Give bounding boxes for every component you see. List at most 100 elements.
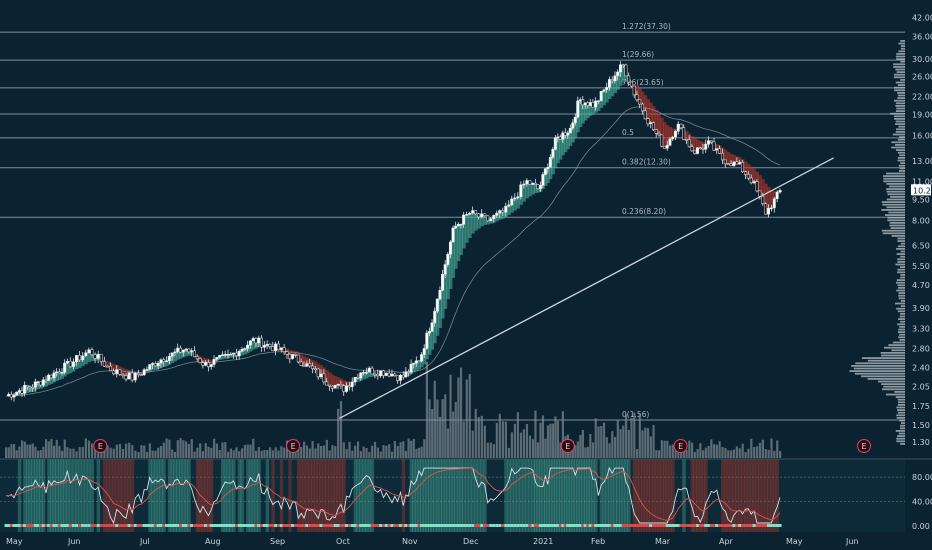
volume-bar xyxy=(314,448,317,458)
indicator-dot xyxy=(764,524,768,527)
earnings-marker[interactable]: E xyxy=(857,439,871,453)
volume-bar xyxy=(715,444,718,458)
candle-body xyxy=(198,358,202,363)
trendline[interactable] xyxy=(338,157,834,419)
indicator-dot xyxy=(412,524,416,527)
indicator-highlight xyxy=(605,459,609,532)
trend-band xyxy=(176,348,180,360)
candle-body xyxy=(325,381,329,386)
candle-body xyxy=(121,374,125,376)
volume-bar xyxy=(561,411,565,458)
earnings-marker[interactable]: E xyxy=(560,439,575,453)
volume-bar xyxy=(371,445,374,458)
indicator-highlight xyxy=(49,459,54,532)
volume-bar xyxy=(486,442,489,458)
candle-body xyxy=(15,391,19,396)
indicator-dot xyxy=(204,524,208,527)
candle-body xyxy=(218,355,222,358)
indicator-dot xyxy=(370,524,374,527)
earnings-marker[interactable]: E xyxy=(673,439,688,453)
volume-bar xyxy=(724,447,727,458)
indicator-highlight xyxy=(336,459,341,532)
price-tick-label: 42.00 xyxy=(912,14,932,23)
volume-bar xyxy=(594,418,597,458)
indicator-dot xyxy=(441,524,445,527)
indicator-dot xyxy=(548,524,552,527)
profile-bar xyxy=(895,131,905,133)
candle-body xyxy=(430,322,434,332)
profile-bar xyxy=(900,313,905,315)
profile-bar xyxy=(896,58,905,60)
candle-body xyxy=(726,163,730,166)
volume-bar xyxy=(134,450,137,458)
candle-body xyxy=(654,129,658,134)
candle-body xyxy=(546,167,550,169)
indicator-dot xyxy=(778,524,782,527)
volume-bar xyxy=(707,445,710,458)
trend-band xyxy=(489,218,493,224)
indicator-dot xyxy=(93,524,97,527)
candle-body xyxy=(446,253,450,265)
indicator-dot xyxy=(462,524,466,527)
indicator-dot xyxy=(726,524,730,527)
indicator-dot xyxy=(345,524,349,527)
indicator-dot xyxy=(254,524,258,527)
candle-body xyxy=(99,353,103,362)
profile-bar xyxy=(897,261,905,263)
earnings-marker[interactable]: E xyxy=(93,439,108,453)
candle-body xyxy=(382,370,385,376)
indicator-highlight xyxy=(571,459,575,532)
volume-bar xyxy=(52,445,56,458)
profile-bar xyxy=(900,47,905,50)
indicator-dot xyxy=(746,524,750,527)
volume-bar xyxy=(159,445,163,458)
candle-body xyxy=(471,210,475,214)
candle-body xyxy=(57,371,61,374)
indicator-dot xyxy=(55,524,59,527)
indicator-dot xyxy=(610,524,614,527)
indicator-dot xyxy=(274,524,278,527)
candle-body xyxy=(127,372,131,380)
candle-body xyxy=(345,385,349,392)
profile-bar xyxy=(900,40,905,42)
indicator-dot xyxy=(279,524,283,527)
trend-band xyxy=(533,184,538,194)
candle-body xyxy=(480,213,484,218)
time-axis[interactable]: May Jun Jul Aug Sep Oct Nov Dec 2021 Feb Mar Apr May… xyxy=(6,537,859,546)
indicator-highlight xyxy=(342,459,346,532)
candle-body xyxy=(576,100,580,118)
trend-band xyxy=(459,224,463,256)
candle-body xyxy=(145,369,149,371)
candle-body xyxy=(373,373,377,376)
price-tick-label: 2.40 xyxy=(912,363,930,372)
trend-band xyxy=(586,105,590,119)
indicator-highlight xyxy=(468,459,472,532)
trend-band xyxy=(698,140,703,150)
indicator-dot xyxy=(673,524,677,527)
earnings-marker[interactable]: E xyxy=(286,439,301,453)
trend-band xyxy=(370,373,375,377)
indicator-highlight xyxy=(594,459,598,532)
indicator-highlight xyxy=(654,459,659,532)
indicator-dot xyxy=(576,524,580,527)
candle-body xyxy=(181,349,185,353)
candle-body xyxy=(755,181,759,192)
volume-bar xyxy=(368,451,371,458)
volume-bar xyxy=(36,450,40,458)
candle-body xyxy=(690,146,694,152)
profile-bar xyxy=(898,42,905,45)
profile-bar xyxy=(896,248,905,250)
indicator-dot xyxy=(638,524,642,527)
price-axis[interactable]: 42.00 36.00 30.00 26.00 22.00 19.00 16.00 13.00… xyxy=(911,14,932,531)
candle-body xyxy=(41,379,45,386)
volume-bar xyxy=(732,449,736,458)
candle-body xyxy=(390,373,394,377)
indicator-dot xyxy=(240,524,244,527)
indicator-highlight xyxy=(279,459,284,532)
indicator-dot xyxy=(350,524,354,527)
price-tick-label: 13.00 xyxy=(912,157,932,166)
profile-bar xyxy=(897,398,905,401)
indicator-dot xyxy=(74,524,78,527)
